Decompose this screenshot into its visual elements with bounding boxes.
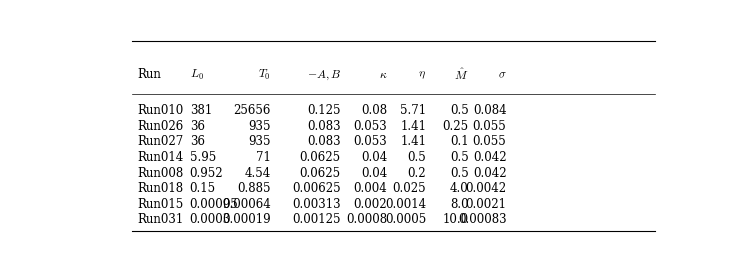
Text: 0.025: 0.025 — [392, 182, 426, 195]
Text: 0.084: 0.084 — [472, 104, 506, 117]
Text: 0.0008: 0.0008 — [346, 213, 387, 226]
Text: 0.053: 0.053 — [353, 135, 387, 148]
Text: $-A,B$: $-A,B$ — [307, 68, 340, 82]
Text: 381: 381 — [190, 104, 212, 117]
Text: 0.055: 0.055 — [472, 120, 506, 133]
Text: 0.042: 0.042 — [472, 151, 506, 164]
Text: 0.885: 0.885 — [238, 182, 271, 195]
Text: 0.5: 0.5 — [450, 151, 469, 164]
Text: 935: 935 — [248, 120, 271, 133]
Text: $\hat{M}$: $\hat{M}$ — [454, 67, 469, 82]
Text: 36: 36 — [190, 120, 205, 133]
Text: 0.0014: 0.0014 — [385, 198, 426, 211]
Text: 0.00625: 0.00625 — [292, 182, 340, 195]
Text: 0.5: 0.5 — [407, 151, 426, 164]
Text: 0.0625: 0.0625 — [300, 167, 340, 180]
Text: 0.0625: 0.0625 — [300, 151, 340, 164]
Text: $T_0$: $T_0$ — [258, 68, 271, 82]
Text: 0.00064: 0.00064 — [222, 198, 271, 211]
Text: Run010: Run010 — [137, 104, 184, 117]
Text: 0.00125: 0.00125 — [292, 213, 340, 226]
Text: 0.055: 0.055 — [472, 135, 506, 148]
Text: 0.004: 0.004 — [353, 182, 387, 195]
Text: $L_0$: $L_0$ — [190, 68, 203, 82]
Text: 5.95: 5.95 — [190, 151, 216, 164]
Text: 0.083: 0.083 — [308, 120, 340, 133]
Text: 0.0042: 0.0042 — [465, 182, 506, 195]
Text: 71: 71 — [256, 151, 271, 164]
Text: 0.952: 0.952 — [190, 167, 224, 180]
Text: 4.0: 4.0 — [450, 182, 469, 195]
Text: 0.053: 0.053 — [353, 120, 387, 133]
Text: 0.00083: 0.00083 — [458, 213, 506, 226]
Text: 0.00095: 0.00095 — [190, 198, 238, 211]
Text: 8.0: 8.0 — [450, 198, 469, 211]
Text: 935: 935 — [248, 135, 271, 148]
Text: 10.0: 10.0 — [442, 213, 469, 226]
Text: 0.125: 0.125 — [308, 104, 340, 117]
Text: Run027: Run027 — [137, 135, 184, 148]
Text: 1.41: 1.41 — [400, 135, 426, 148]
Text: 0.25: 0.25 — [442, 120, 469, 133]
Text: 0.04: 0.04 — [361, 167, 387, 180]
Text: 0.08: 0.08 — [362, 104, 387, 117]
Text: 0.002: 0.002 — [354, 198, 387, 211]
Text: 0.042: 0.042 — [472, 167, 506, 180]
Text: 0.0003: 0.0003 — [190, 213, 231, 226]
Text: Run008: Run008 — [137, 167, 184, 180]
Text: Run018: Run018 — [137, 182, 184, 195]
Text: Run026: Run026 — [137, 120, 184, 133]
Text: 0.0021: 0.0021 — [466, 198, 506, 211]
Text: 0.15: 0.15 — [190, 182, 216, 195]
Text: $\sigma$: $\sigma$ — [498, 68, 506, 81]
Text: 1.41: 1.41 — [400, 120, 426, 133]
Text: 0.083: 0.083 — [308, 135, 340, 148]
Text: 25656: 25656 — [234, 104, 271, 117]
Text: Run: Run — [137, 68, 161, 81]
Text: 0.00019: 0.00019 — [223, 213, 271, 226]
Text: 0.04: 0.04 — [361, 151, 387, 164]
Text: 0.0005: 0.0005 — [385, 213, 426, 226]
Text: Run031: Run031 — [137, 213, 184, 226]
Text: 5.71: 5.71 — [400, 104, 426, 117]
Text: 4.54: 4.54 — [244, 167, 271, 180]
Text: 36: 36 — [190, 135, 205, 148]
Text: 0.00313: 0.00313 — [292, 198, 340, 211]
Text: 0.2: 0.2 — [407, 167, 426, 180]
Text: Run014: Run014 — [137, 151, 184, 164]
Text: $\kappa$: $\kappa$ — [379, 68, 387, 81]
Text: 0.5: 0.5 — [450, 167, 469, 180]
Text: $\eta$: $\eta$ — [419, 68, 426, 81]
Text: 0.1: 0.1 — [450, 135, 469, 148]
Text: 0.5: 0.5 — [450, 104, 469, 117]
Text: Run015: Run015 — [137, 198, 184, 211]
